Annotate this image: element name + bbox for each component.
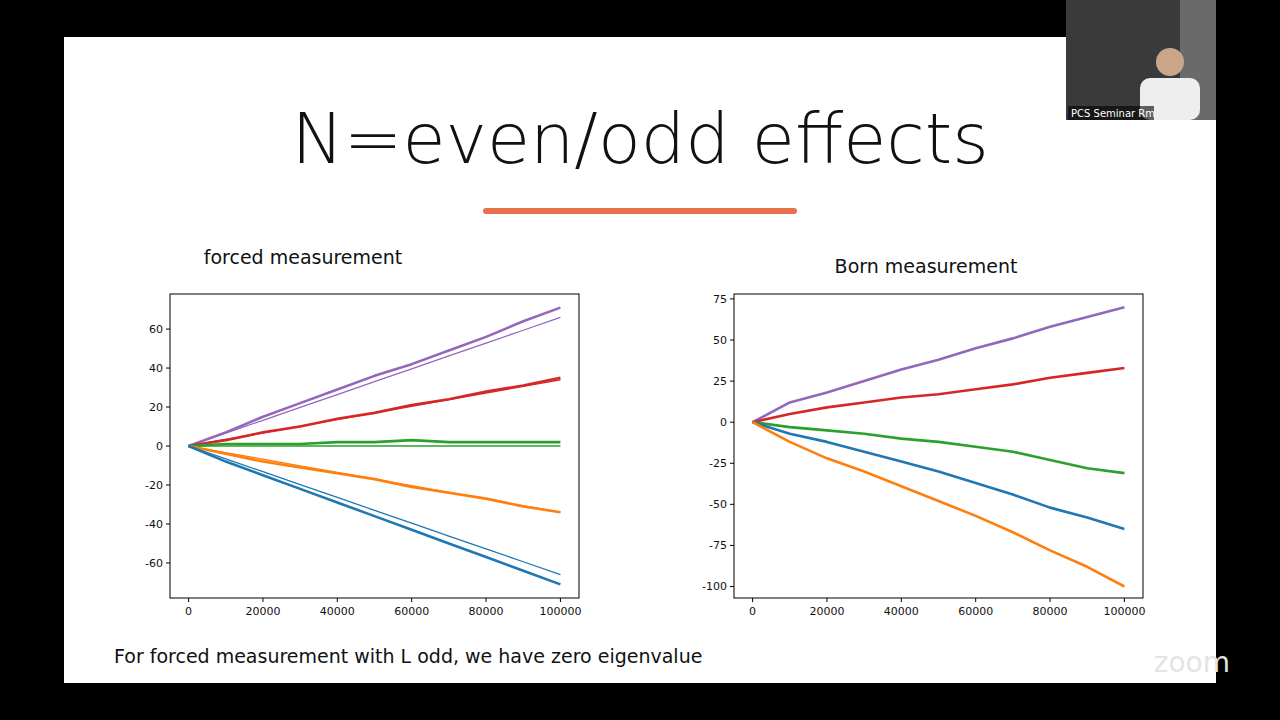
y-tick xyxy=(166,484,170,485)
chart-title: forced measurement xyxy=(204,246,403,268)
x-tick-label: 0 xyxy=(185,605,192,618)
x-tick-label: 40000 xyxy=(884,605,919,618)
y-tick-label: -40 xyxy=(145,518,163,531)
y-tick-label: 20 xyxy=(149,401,163,414)
y-tick-label: -20 xyxy=(145,479,163,492)
watermark: zoom xyxy=(1154,646,1230,679)
y-tick-label: -75 xyxy=(709,539,727,552)
series-line xyxy=(189,446,561,512)
chart-title: Born measurement xyxy=(835,255,1018,277)
x-tick-label: 20000 xyxy=(809,605,844,618)
x-tick xyxy=(188,598,189,602)
series-line xyxy=(189,446,561,512)
y-tick xyxy=(166,407,170,408)
x-tick-label: 80000 xyxy=(469,605,504,618)
x-tick-label: 60000 xyxy=(394,605,429,618)
background xyxy=(0,0,1280,720)
x-tick xyxy=(826,598,827,602)
series-line xyxy=(753,422,1125,473)
y-tick-label: 50 xyxy=(713,334,727,347)
series-line xyxy=(189,380,561,446)
series-line xyxy=(189,446,561,575)
x-tick xyxy=(975,598,976,602)
series-line xyxy=(753,368,1125,422)
plot-lines xyxy=(189,308,561,585)
x-tick xyxy=(262,598,263,602)
y-tick xyxy=(730,463,734,464)
chart: Born measurement 0 20000 40000 60000 80000 100… xyxy=(702,255,1145,618)
x-tick-label: 60000 xyxy=(958,605,993,618)
y-tick-label: 25 xyxy=(713,375,727,388)
y-tick-label: 40 xyxy=(149,362,163,375)
x-tick xyxy=(1050,598,1051,602)
series-line xyxy=(189,378,561,446)
x-tick xyxy=(1124,598,1125,602)
footnote: For forced measurement with L odd, we ha… xyxy=(114,645,702,667)
y-tick-label: -100 xyxy=(702,580,727,593)
y-tick xyxy=(730,298,734,299)
series-line xyxy=(753,422,1125,529)
series-line xyxy=(189,440,561,446)
y-tick xyxy=(730,340,734,341)
plot-frame xyxy=(170,294,579,598)
y-tick xyxy=(166,329,170,330)
x-tick xyxy=(337,598,338,602)
series-line xyxy=(189,446,561,584)
y-tick-label: 0 xyxy=(720,416,727,429)
camera-label: PCS Seminar Rm xyxy=(1071,108,1155,119)
camera-person xyxy=(1156,48,1184,76)
y-tick-label: -25 xyxy=(709,457,727,470)
x-tick xyxy=(901,598,902,602)
y-tick-label: -60 xyxy=(145,557,163,570)
x-tick-label: 100000 xyxy=(1103,605,1145,618)
y-tick xyxy=(166,446,170,447)
plot-lines xyxy=(753,307,1125,586)
y-tick xyxy=(166,368,170,369)
x-tick-label: 20000 xyxy=(245,605,280,618)
x-tick xyxy=(486,598,487,602)
screen: N=even/odd effects For forced measurement… xyxy=(0,0,1280,720)
series-line xyxy=(753,307,1125,422)
y-tick-label: -50 xyxy=(709,498,727,511)
x-tick-label: 80000 xyxy=(1033,605,1068,618)
y-tick xyxy=(730,504,734,505)
plot-frame xyxy=(734,294,1143,598)
y-tick xyxy=(730,545,734,546)
series-line xyxy=(189,317,561,446)
slide xyxy=(64,37,1216,683)
x-tick-label: 40000 xyxy=(320,605,355,618)
x-tick-label: 0 xyxy=(749,605,756,618)
x-tick xyxy=(411,598,412,602)
y-tick-label: 0 xyxy=(156,440,163,453)
y-tick xyxy=(166,523,170,524)
title-underline xyxy=(483,208,797,214)
slide-title: N=even/odd effects xyxy=(291,98,988,180)
y-tick xyxy=(730,422,734,423)
chart: forced measurement 0 20000 40000 60000 80000 1… xyxy=(145,246,581,618)
x-tick xyxy=(752,598,753,602)
series-line xyxy=(189,445,561,446)
y-tick xyxy=(166,562,170,563)
x-tick xyxy=(560,598,561,602)
series-line xyxy=(189,308,561,446)
y-tick-label: 75 xyxy=(713,293,727,306)
camera-tile xyxy=(1066,0,1216,120)
y-tick xyxy=(730,381,734,382)
series-line xyxy=(753,422,1125,586)
x-tick-label: 100000 xyxy=(539,605,581,618)
y-tick-label: 60 xyxy=(149,323,163,336)
y-tick xyxy=(730,586,734,587)
